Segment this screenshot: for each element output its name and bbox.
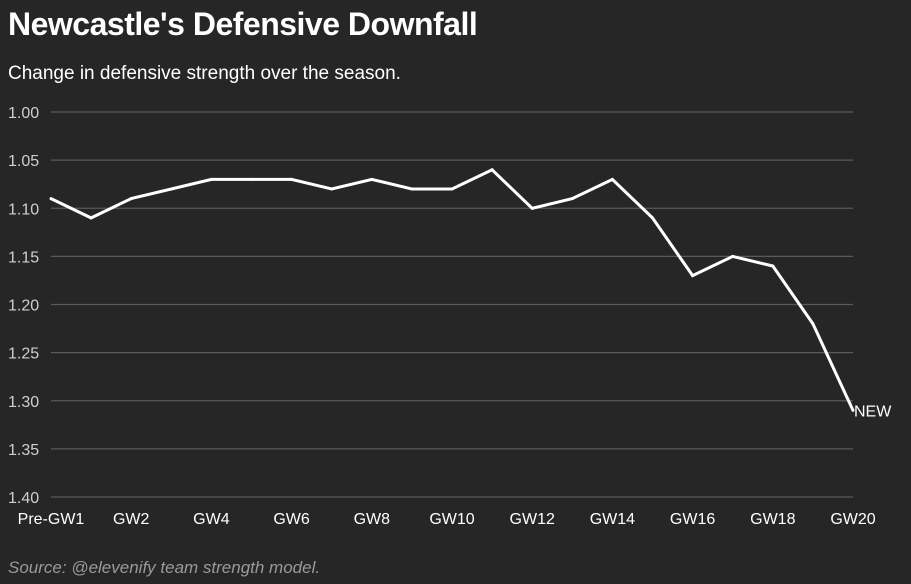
y-tick-label: 1.15 (8, 249, 39, 266)
data-point (490, 168, 494, 172)
data-point (811, 322, 815, 326)
x-tick-label: GW8 (354, 511, 391, 528)
y-tick-label: 1.10 (8, 201, 39, 218)
data-point (370, 177, 374, 181)
data-point (771, 264, 775, 268)
data-point (450, 187, 454, 191)
y-tick-label: 1.00 (8, 105, 39, 122)
data-point (290, 177, 294, 181)
data-point (530, 206, 534, 210)
x-tick-label: GW18 (750, 511, 795, 528)
data-point (651, 216, 654, 220)
data-point (49, 197, 53, 201)
x-tick-label: GW20 (830, 511, 875, 528)
x-tick-label: GW16 (670, 511, 715, 528)
source-note: Source: @elevenify team strength model. (8, 558, 321, 577)
y-tick-label: 1.30 (8, 394, 39, 411)
data-point (209, 177, 213, 181)
y-tick-label: 1.20 (8, 298, 39, 315)
chart-subtitle: Change in defensive strength over the se… (8, 63, 401, 84)
x-tick-label: GW14 (590, 511, 635, 528)
x-tick-label: GW6 (273, 511, 310, 528)
data-point (330, 187, 334, 191)
x-tick-label: GW4 (193, 511, 230, 528)
series-line-new (50, 167, 855, 412)
data-point (169, 187, 173, 191)
data-point (89, 216, 93, 220)
chart-title: Newcastle's Defensive Downfall (8, 6, 478, 42)
x-tick-label: GW10 (429, 511, 474, 528)
data-point (129, 197, 133, 201)
data-point (731, 254, 735, 258)
data-point (570, 197, 574, 201)
x-tick-label: GW2 (113, 511, 150, 528)
y-tick-label: 1.25 (8, 346, 39, 363)
data-point (851, 408, 855, 412)
data-point (250, 177, 253, 181)
x-tick-label: GW12 (510, 511, 555, 528)
data-point (610, 177, 614, 181)
series-end-label: NEW (854, 403, 892, 420)
y-tick-label: 1.05 (8, 153, 39, 170)
x-tick-label: Pre-GW1 (18, 511, 85, 528)
y-tick-label: 1.40 (8, 490, 39, 507)
data-point (691, 274, 695, 278)
y-tick-label: 1.35 (8, 442, 39, 459)
data-point (410, 187, 414, 191)
